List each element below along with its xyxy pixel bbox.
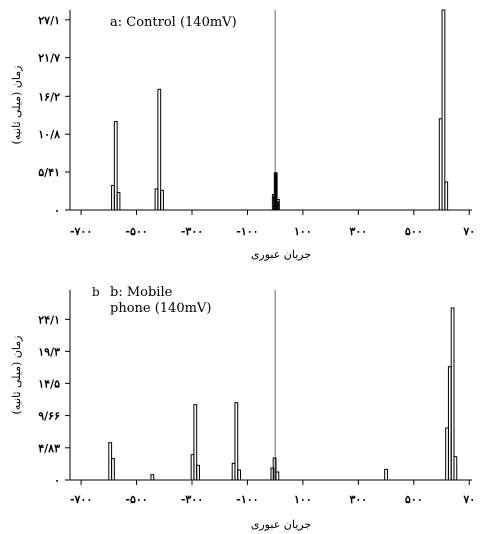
histogram-bin bbox=[116, 191, 121, 211]
histogram-bin bbox=[193, 404, 198, 481]
x-tick-label: -۱۰۰ bbox=[236, 225, 258, 238]
y-tick-label: ۵/۴۱ bbox=[38, 166, 60, 179]
x-tick-label: -۳۰۰ bbox=[181, 493, 203, 506]
x-tick-label: -۷۰۰ bbox=[70, 493, 92, 506]
y-tick-label: ۱۰/۸ bbox=[38, 128, 60, 141]
histogram-bin bbox=[384, 468, 388, 481]
histogram-bin bbox=[453, 456, 458, 481]
y-axis-label: زمان (میلی ثانیه) bbox=[10, 336, 23, 415]
histogram-bin bbox=[234, 402, 239, 481]
histogram-bin bbox=[157, 88, 162, 211]
histogram-bin bbox=[160, 189, 164, 211]
x-tick-label: ۷۰ bbox=[462, 493, 475, 506]
y-tick-label: ۲۱/۷ bbox=[38, 52, 60, 65]
x-tick-label: -۱۰۰ bbox=[236, 493, 258, 506]
y-tick-label: ۲۴/۱ bbox=[38, 313, 60, 326]
histogram-bin bbox=[237, 469, 242, 481]
y-tick-label: ۹/۶۶ bbox=[38, 410, 60, 423]
y-tick-label: ۱۴/۵ bbox=[38, 377, 60, 390]
x-tick-label: ۵۰۰ bbox=[405, 493, 423, 506]
x-tick-label: ۳۰۰ bbox=[349, 493, 367, 506]
y-tick-label: ۰ bbox=[54, 474, 60, 487]
histogram-bin-filled bbox=[276, 201, 279, 211]
x-axis-label: جریان عبوری bbox=[251, 518, 311, 531]
x-tick-label: ۳۰۰ bbox=[349, 225, 367, 238]
x-axis-label: جریان عبوری bbox=[251, 248, 311, 261]
y-tick-label: ۱۶/۲ bbox=[38, 90, 60, 103]
chart-title-line: a: Control (140mV) bbox=[110, 15, 237, 30]
chart-panel-a: ۰ ۵/۴۱ ۱۰/۸ ۱۶/۲ ۲۱/۷ ۲۷/۱ -۷۰۰ -۵۰۰ -۳۰۰ -۱۰۰ ۱۰۰… bbox=[10, 9, 475, 261]
histogram-bin bbox=[113, 121, 118, 211]
histogram-bin bbox=[450, 307, 455, 481]
x-tick-label: -۵۰۰ bbox=[125, 493, 147, 506]
x-tick-label: ۱۰۰ bbox=[294, 493, 312, 506]
histogram-bin-filled bbox=[274, 172, 278, 211]
histogram-bin bbox=[275, 471, 280, 481]
y-tick-label: ۲۷/۱ bbox=[38, 14, 60, 27]
y-tick-label: ۰ bbox=[54, 204, 60, 217]
histogram-bin bbox=[444, 181, 449, 211]
histogram-bin bbox=[111, 458, 115, 481]
panel-letter: b bbox=[92, 285, 100, 299]
histogram-bin bbox=[196, 464, 200, 481]
chart-title-line: phone (140mV) bbox=[110, 301, 211, 316]
y-tick-label: ۴/۸۳ bbox=[38, 442, 60, 455]
y-tick-label: ۱۹/۳ bbox=[38, 345, 60, 358]
x-tick-label: ۵۰۰ bbox=[405, 225, 423, 238]
chart-title-line: b: Mobile bbox=[110, 285, 173, 300]
chart-panel-b: ۰ ۴/۸۳ ۹/۶۶ ۱۴/۵ ۱۹/۳ ۲۴/۱ -۷۰۰ -۵۰۰ -۳۰۰ -۱۰۰ ۱۰۰… bbox=[10, 285, 475, 531]
histogram-bin bbox=[150, 474, 155, 481]
y-axis-label: زمان (میلی ثانیه) bbox=[10, 66, 23, 145]
histogram-bin bbox=[272, 457, 277, 481]
x-tick-label: -۷۰۰ bbox=[70, 225, 92, 238]
x-tick-label: -۳۰۰ bbox=[181, 225, 203, 238]
x-tick-label: ۷۰ bbox=[462, 225, 475, 238]
x-tick-label: ۱۰۰ bbox=[294, 225, 312, 238]
histogram-bin bbox=[441, 9, 446, 211]
x-tick-label: -۵۰۰ bbox=[125, 225, 147, 238]
histogram-bin bbox=[270, 467, 275, 481]
